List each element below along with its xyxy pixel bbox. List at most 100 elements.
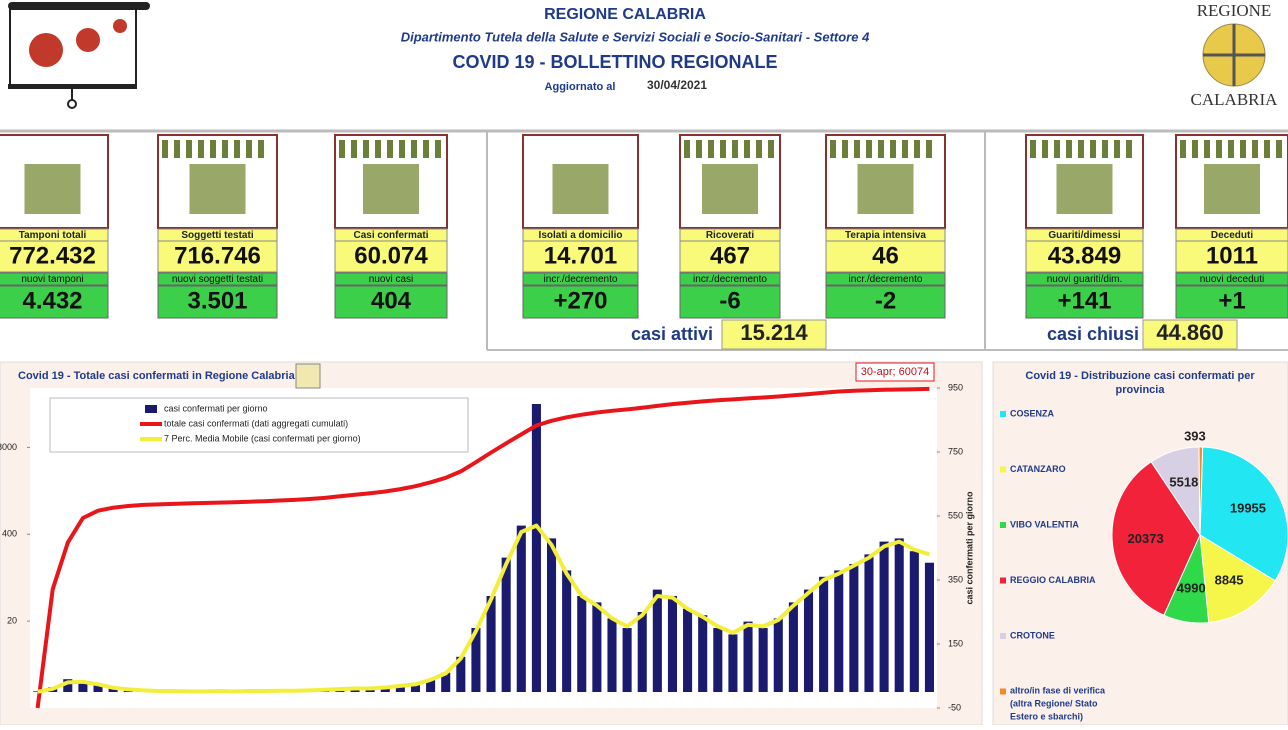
card-sub-label-box [0, 272, 109, 286]
card-icon-figure [1, 140, 7, 158]
legend-label: COSENZA [1010, 408, 1055, 418]
annotation: 30-apr; 60074 [861, 366, 930, 378]
region-name: REGIONE CALABRIA [544, 6, 706, 23]
header-illustration-bar [8, 2, 150, 10]
y-tick-label: 8000 [0, 442, 17, 452]
closed-label: casi chiusi [1047, 324, 1139, 344]
bar [592, 602, 602, 692]
card-sub-value: 3.501 [187, 287, 247, 314]
logo-text: CALABRIA [1191, 90, 1279, 109]
card-icon-figure [174, 140, 180, 158]
card-icon-figure [1240, 140, 1246, 158]
bar [577, 596, 587, 692]
card-icon-figure [423, 140, 429, 158]
card-icon-figure [1054, 140, 1060, 158]
pie-value-label: 4990 [1177, 580, 1206, 595]
card-sub-label-box [1175, 272, 1288, 286]
card-icon-figure [587, 140, 593, 158]
bar [410, 684, 421, 692]
card-icon [857, 164, 914, 214]
card-value-box [825, 240, 946, 273]
card-icon-figure [539, 140, 545, 158]
card-icon-figure [73, 140, 79, 158]
card-icon-figure [210, 140, 216, 158]
legend-label-line: altro/in fase di verifica [1010, 686, 1108, 696]
card-value-box [522, 240, 639, 273]
card-icon-figure [1102, 140, 1108, 158]
department: Dipartimento Tutela della Salute e Servi… [401, 29, 870, 44]
card-icon-figure [1126, 140, 1132, 158]
card-value-box [334, 240, 448, 273]
bar [380, 687, 390, 692]
card-sub-label: nuovi casi [369, 274, 413, 285]
card-icon-figure [623, 140, 629, 158]
card-label: Casi confermati [353, 230, 428, 241]
card-icon-figure [1090, 140, 1096, 158]
card-label: Soggetti testati [181, 230, 253, 241]
card-icon-figure [37, 140, 43, 158]
card-icon-figure [866, 140, 872, 158]
card-icon-figure [13, 140, 19, 158]
pie-slice [1199, 446, 1288, 582]
card-icon-figure [1204, 140, 1210, 158]
card-icon-figure [926, 140, 932, 158]
bar [395, 685, 405, 692]
pie-slice [1199, 534, 1276, 624]
bar [683, 608, 693, 692]
card-value: 1011 [1206, 242, 1258, 269]
bar [546, 538, 557, 692]
card-icon-figure [85, 140, 91, 158]
bar [622, 628, 632, 692]
bar [667, 596, 677, 692]
line [35, 386, 930, 709]
card-sub-value: 404 [371, 287, 412, 314]
card-icon-figure [234, 140, 240, 158]
card-icon-figure [878, 140, 884, 158]
card-icon [24, 164, 81, 214]
card-label: Tamponi totali [19, 230, 87, 241]
card-icon-figure [1276, 140, 1282, 158]
card-icon-figure [854, 140, 860, 158]
card-icon-figure [696, 140, 702, 158]
bar [864, 554, 874, 692]
y2-axis-label: casi confermati per giorno [964, 491, 974, 605]
card-icon-figure [1180, 140, 1186, 158]
updated-label: Aggiornato al [545, 81, 616, 93]
card-icon-figure [1192, 140, 1198, 158]
bar [924, 562, 934, 692]
card-icon-figure [387, 140, 393, 158]
card-icon-figure [551, 140, 557, 158]
card-icon-figure [575, 140, 581, 158]
card-sub-value: -2 [875, 287, 896, 314]
legend-swatch [1000, 466, 1006, 473]
legend [49, 397, 469, 453]
legend-swatch [1000, 577, 1006, 584]
logo-cross [1203, 24, 1265, 86]
bar [63, 679, 73, 692]
bar [607, 618, 617, 692]
card-icon-figure [914, 140, 920, 158]
bar [849, 564, 859, 692]
closed-value: 44.860 [1156, 320, 1223, 345]
card-icon-figure [186, 140, 192, 158]
y2-tick-label: 150 [948, 638, 963, 648]
card-sub-label: incr./decremento [849, 274, 923, 285]
card-value: 467 [710, 242, 750, 269]
card-sub-label-box [522, 272, 639, 286]
card-sub-value-box [1025, 285, 1144, 319]
card-icon-figure [49, 140, 55, 158]
virus-icon [113, 19, 127, 33]
card-icon-figure [162, 140, 168, 158]
bar [713, 628, 723, 692]
updated-date: 30/04/2021 [647, 78, 707, 92]
pie-title-line: Covid 19 - Distribuzione casi confermati… [1025, 370, 1255, 382]
virus-icon [76, 28, 100, 52]
card-label: Guariti/dimessi [1048, 230, 1120, 241]
header-illustration-bar [8, 84, 136, 89]
card-sub-label: incr./decremento [693, 274, 767, 285]
bar [531, 404, 541, 692]
bar [803, 589, 814, 692]
bar [894, 538, 904, 692]
card-icon-figure [1216, 140, 1222, 158]
